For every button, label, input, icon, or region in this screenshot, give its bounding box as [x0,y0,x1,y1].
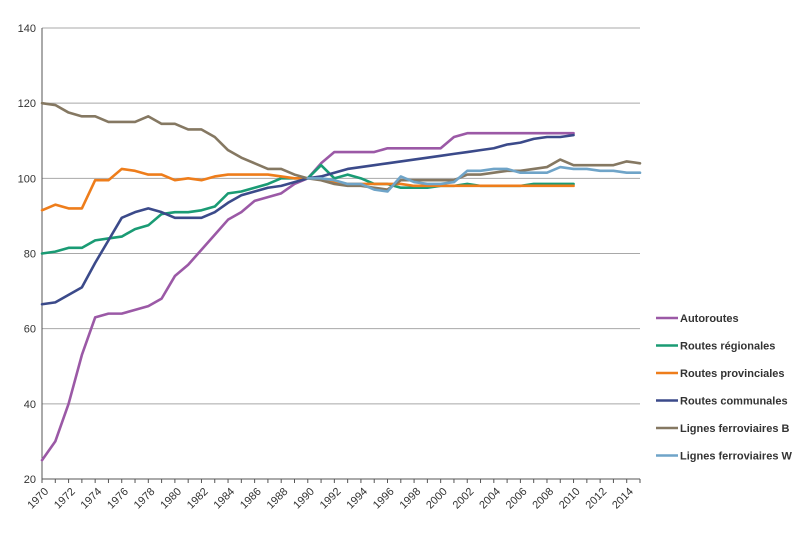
y-tick-label: 100 [18,173,36,185]
x-tick-label: 1980 [158,486,184,512]
x-tick-label: 1974 [79,486,105,512]
legend-label: Lignes ferroviaires W [680,451,792,463]
legend: Autoroutes Routes régionales Routes provin… [656,313,792,463]
y-tick-label: 120 [18,98,36,110]
x-tick-label: 1996 [371,486,397,512]
x-tick-label: 1998 [398,486,424,512]
series-line-routes-communales [40,133,575,306]
x-tick-label: 2004 [477,486,503,512]
legend-item: Routes régionales [656,341,775,353]
x-tick-label: 2008 [530,486,556,512]
x-tick-label: 1990 [291,486,317,512]
x-tick-label: 1988 [265,486,291,512]
x-tick-labels: 1970 1972 1974 1976 1978 1980 1982 1984 1986 1988… [25,486,636,512]
x-tick-label: 2002 [451,486,477,512]
y-tick-label: 20 [24,474,36,486]
legend-item: Routes communales [656,396,788,408]
x-tick-label: 1994 [344,486,370,512]
legend-item: Lignes ferroviaires B [656,423,789,435]
legend-label: Routes régionales [680,341,775,353]
x-tick-label: 1984 [211,486,237,512]
legend-item: Autoroutes [656,313,739,325]
legend-item: Routes provinciales [656,368,785,380]
x-tick-label: 1972 [52,486,78,512]
x-tick-label: 2012 [584,486,610,512]
y-tick-label: 60 [24,324,36,336]
x-tick-label: 1978 [132,486,158,512]
x-tick-label: 2000 [424,486,450,512]
legend-item: Lignes ferroviaires W [656,451,792,463]
series-line-autoroutes [40,131,575,462]
legend-label: Autoroutes [680,313,739,325]
series-line-routes-provinciales [40,167,575,212]
axes [41,28,641,483]
x-tick-label: 2010 [557,486,583,512]
series-line-lignes-ferroviaires-b [40,101,642,191]
legend-label: Routes provinciales [680,368,785,380]
x-tick-label: 2006 [504,486,530,512]
x-tick-label: 1976 [105,486,131,512]
y-tick-label: 40 [24,399,36,411]
series-lines [40,101,642,462]
y-tick-labels: 20 40 60 80 100 120 140 [18,23,36,486]
legend-label: Lignes ferroviaires B [680,423,789,435]
gridlines [42,27,640,405]
x-tick-label: 1992 [318,486,344,512]
x-tick-label: 1970 [25,486,51,512]
x-tick-label: 1982 [185,486,211,512]
series-line-lignes-ferroviaires-w [306,165,642,193]
y-tick-label: 140 [18,23,36,35]
x-tick-label: 1986 [238,486,264,512]
legend-label: Routes communales [680,396,788,408]
y-tick-label: 80 [24,249,36,261]
x-tick-label: 2014 [610,486,636,512]
